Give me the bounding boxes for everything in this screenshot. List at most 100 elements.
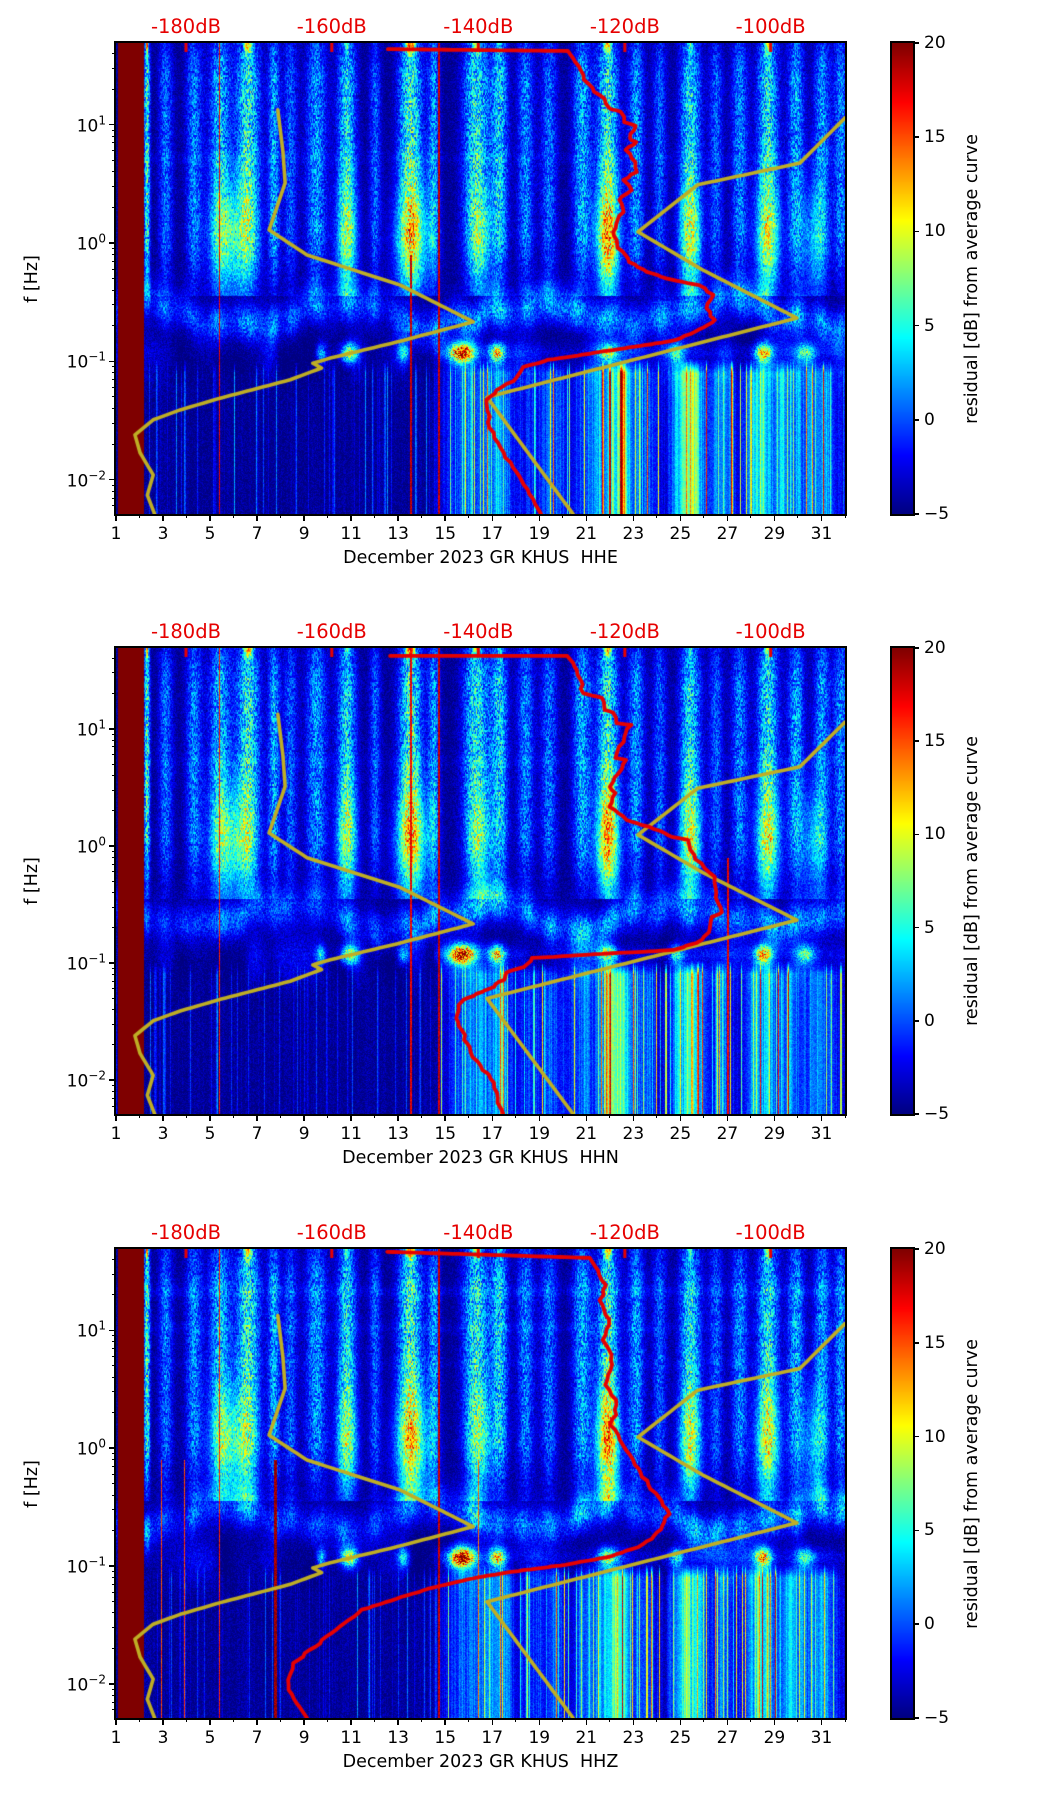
x-tick-label: 19 (528, 1124, 551, 1144)
top-db-label: -140dB (443, 15, 514, 38)
x-tick-label: 9 (298, 1124, 310, 1144)
x-tick (162, 1718, 164, 1725)
x-tick (162, 514, 164, 521)
x-minor-tick (186, 1718, 188, 1722)
y-minor-tick (112, 1391, 116, 1393)
y-tick (109, 1079, 116, 1081)
y-tick (109, 242, 116, 244)
colorbar-tick (913, 324, 919, 327)
x-minor-tick (374, 1114, 376, 1118)
x-tick-label: 1 (110, 524, 122, 544)
panel-title: December 2023 GR KHUS HHE (343, 548, 618, 568)
y-minor-tick (112, 1494, 116, 1496)
y-minor-tick (112, 268, 116, 270)
x-tick-label: 17 (481, 1728, 504, 1748)
x-tick (115, 1718, 117, 1725)
y-tick (109, 1329, 116, 1332)
y-minor-tick (112, 1576, 116, 1578)
y-minor-tick (112, 850, 116, 852)
y-minor-tick (112, 891, 116, 893)
x-minor-tick (186, 1114, 188, 1118)
x-tick-label: 11 (340, 1728, 362, 1748)
colorbar-tick-label: 20 (924, 1239, 946, 1259)
y-minor-tick (112, 484, 116, 486)
y-tick (109, 1565, 116, 1567)
y-minor-tick (112, 289, 116, 291)
x-tick-label: 19 (528, 1728, 551, 1748)
x-tick (585, 1718, 588, 1725)
colorbar-tick-label: 10 (924, 221, 946, 242)
x-tick (632, 1114, 635, 1121)
x-tick-label: 5 (204, 1124, 216, 1144)
x-minor-tick (421, 1718, 423, 1722)
y-minor-tick (112, 733, 116, 735)
x-tick-label: 15 (434, 524, 457, 544)
x-tick-label: 13 (387, 524, 410, 544)
x-tick (820, 1114, 823, 1121)
x-tick (585, 1114, 588, 1121)
x-tick-label: 23 (622, 1124, 645, 1144)
x-tick-label: 9 (298, 524, 310, 544)
y-minor-tick (112, 1044, 116, 1046)
y-minor-tick (112, 1465, 116, 1467)
panel-title: December 2023 GR KHUS HHZ (342, 1752, 619, 1772)
x-minor-tick (468, 1718, 470, 1722)
x-tick (209, 1114, 211, 1121)
x-tick-label: 3 (157, 1124, 169, 1144)
x-tick-label: 27 (716, 524, 739, 544)
x-tick (303, 514, 305, 521)
colorbar-tick (913, 230, 919, 233)
x-tick (585, 514, 588, 521)
y-minor-tick (112, 304, 116, 306)
y-tick-label: 101 (76, 113, 106, 136)
y-minor-tick (112, 253, 116, 255)
x-minor-tick (844, 1718, 846, 1722)
y-minor-tick (112, 1509, 116, 1511)
x-tick-label: 21 (575, 1728, 598, 1748)
y-minor-tick (112, 693, 116, 695)
x-tick (444, 1718, 446, 1725)
x-tick (679, 514, 682, 521)
y-minor-tick (112, 763, 116, 765)
y-minor-tick (112, 52, 116, 54)
x-tick-label: 13 (387, 1124, 410, 1144)
y-minor-tick (112, 1341, 116, 1343)
y-tick (109, 728, 116, 730)
x-tick-label: 15 (434, 1728, 457, 1748)
x-tick-label: 29 (763, 1728, 786, 1748)
x-tick (491, 1718, 493, 1725)
y-minor-tick (112, 1090, 116, 1092)
y-tick-label: 10−2 (66, 1068, 106, 1092)
x-minor-tick (515, 1114, 517, 1118)
x-tick-label: 15 (434, 1124, 457, 1144)
y-minor-tick (112, 871, 116, 873)
x-tick (538, 514, 541, 521)
x-tick (209, 514, 211, 521)
y-minor-tick (112, 142, 116, 144)
x-tick (444, 514, 446, 521)
x-tick (726, 514, 729, 521)
x-tick (350, 514, 352, 521)
x-tick-label: 21 (575, 1124, 598, 1144)
colorbar-label: residual [dB] from average curve (962, 1338, 982, 1629)
y-minor-tick (112, 880, 116, 882)
x-tick-label: 5 (204, 1728, 216, 1748)
colorbar-tick (913, 1717, 919, 1719)
colorbar-tick (913, 42, 919, 44)
x-tick-label: 1 (110, 1728, 122, 1748)
y-minor-tick (112, 422, 116, 424)
y-minor-tick (112, 1483, 116, 1485)
x-tick (115, 1114, 117, 1121)
top-db-label: -140dB (443, 1221, 514, 1244)
y-minor-tick (112, 1570, 116, 1572)
y-tick (109, 360, 116, 363)
y-minor-tick (112, 1627, 116, 1629)
top-db-label: -120dB (589, 15, 660, 38)
y-minor-tick (112, 1583, 116, 1585)
colorbar-tick (913, 513, 919, 515)
x-minor-tick (609, 1114, 611, 1118)
x-tick-label: 3 (157, 524, 169, 544)
top-db-label: -100dB (735, 620, 806, 643)
colorbar-tick-label: 15 (924, 731, 946, 752)
y-minor-tick (112, 129, 116, 131)
